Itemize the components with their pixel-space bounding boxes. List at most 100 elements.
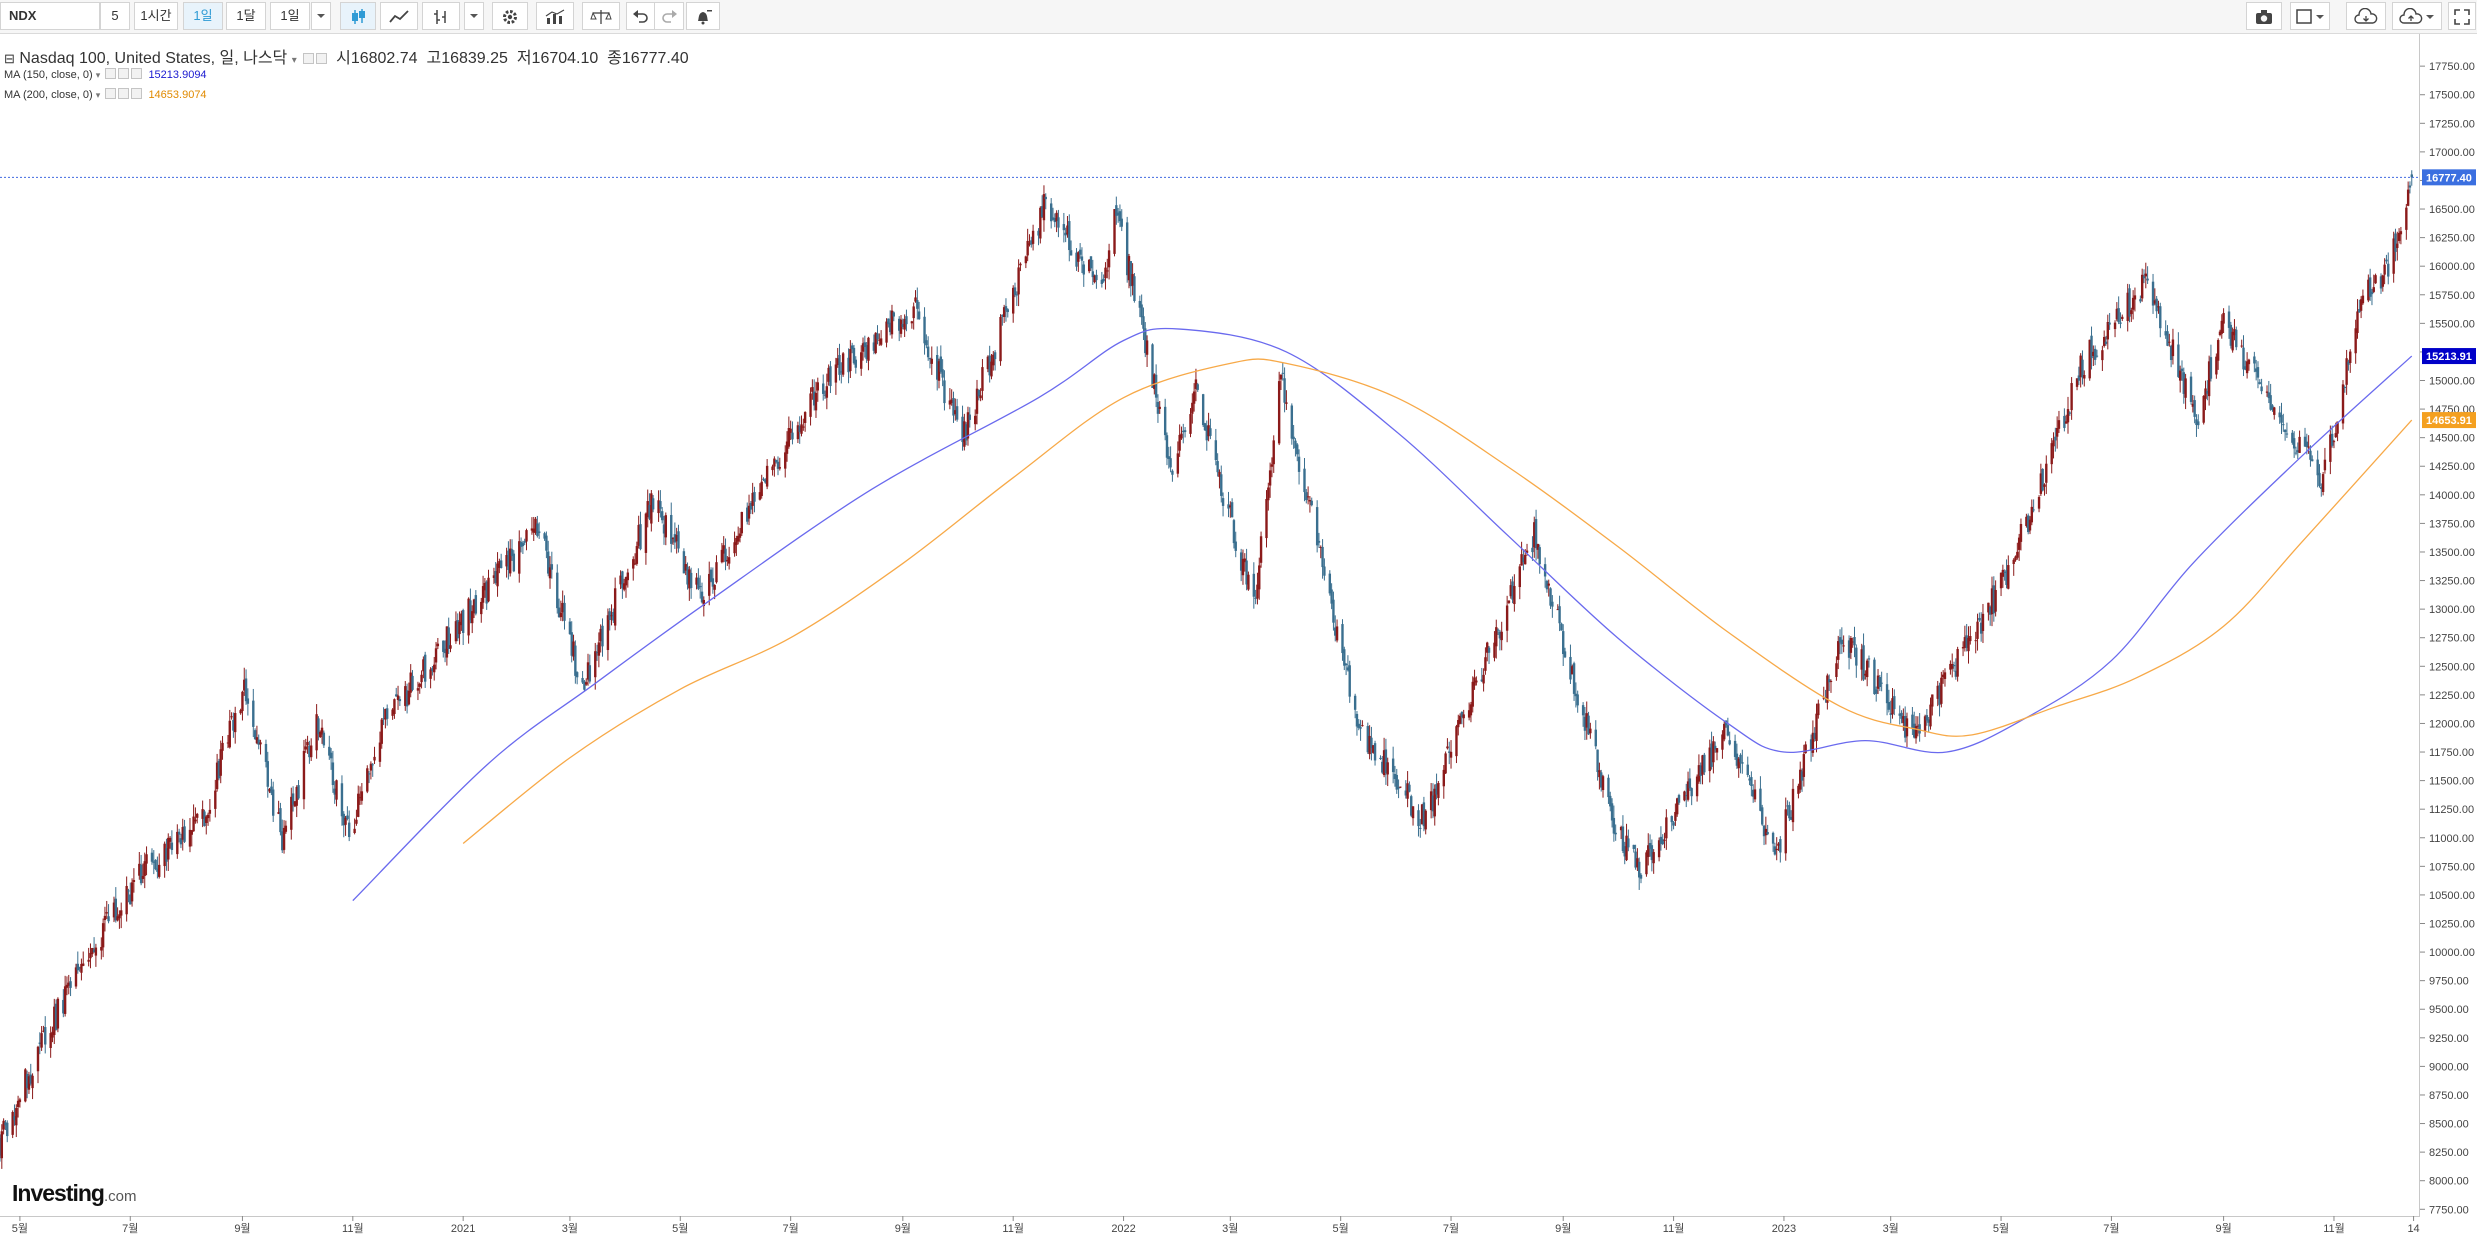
candle-body (322, 732, 326, 746)
candle-body (1205, 425, 1208, 441)
legend-settings-icon[interactable] (303, 53, 315, 64)
legend-dropdown-icon[interactable]: ▾ (291, 55, 297, 66)
candle-body (1424, 810, 1427, 830)
candle-body (483, 582, 487, 591)
alert-button[interactable] (686, 2, 720, 30)
layout-button[interactable] (2290, 2, 2330, 30)
legend-hide-icon[interactable] (316, 53, 328, 64)
y-tick-label: 17000.00 (2429, 147, 2475, 159)
candle-body (1645, 852, 1648, 875)
candle-body (1600, 772, 1603, 788)
interval-1h-button[interactable]: 1시간 (134, 2, 178, 30)
candle-body (1115, 205, 1118, 216)
candle-body (2231, 331, 2234, 351)
candle-body (38, 1042, 42, 1045)
candle-body (1524, 554, 1527, 565)
interval-dropdown-button[interactable] (311, 2, 331, 30)
candle-body (2269, 395, 2272, 410)
candle-body (396, 695, 400, 700)
candle-body (800, 424, 803, 434)
candle-body (964, 424, 968, 441)
ma200-settings-icon[interactable] (105, 88, 117, 99)
candle-body (726, 559, 729, 562)
x-tick-label: 9월 (2215, 1222, 2231, 1235)
candle-body (943, 380, 946, 404)
legend-dropdown-icon[interactable]: ▾ (95, 70, 101, 80)
legend-title[interactable]: Nasdaq 100, United States, 일, 나스닥 (19, 50, 288, 67)
ma150-remove-icon[interactable] (131, 68, 143, 79)
candle-body (141, 875, 145, 879)
candle-body (2057, 420, 2061, 429)
fullscreen-button[interactable] (2448, 2, 2476, 30)
candle-body (619, 575, 622, 585)
candle-body (1652, 852, 1655, 864)
price-axis[interactable]: 7750.00 8000.00 8250.00 8500.00 8750.00 9000.… (2420, 61, 2475, 1216)
candle-body (1509, 585, 1512, 597)
candle-body (1355, 713, 1359, 727)
candle-body (1513, 585, 1516, 605)
candle-body (1169, 458, 1172, 468)
symbol-input[interactable]: NDX (0, 2, 100, 30)
candle-body (2267, 392, 2271, 399)
interval-custom-button[interactable]: 1일 (270, 2, 310, 30)
redo-button[interactable] (654, 2, 684, 30)
candle-body (1536, 543, 1540, 550)
indicators-button[interactable] (536, 2, 574, 30)
ma150-label[interactable]: MA (150, close, 0) (4, 69, 93, 81)
candle-body (53, 1006, 56, 1036)
cloud-load-button[interactable] (2346, 2, 2386, 30)
chart-area[interactable]: 7750.00 8000.00 8250.00 8500.00 8750.00 9000.… (0, 34, 2477, 1236)
candle-body (1621, 826, 1625, 852)
candle-body (158, 864, 161, 877)
interval-1d-button[interactable]: 1일 (183, 2, 223, 30)
candle-body (1095, 274, 1098, 281)
candle-body (353, 828, 356, 833)
interval-1mo-button[interactable]: 1달 (226, 2, 266, 30)
candle-body (1019, 263, 1022, 266)
line-style-button[interactable] (380, 2, 418, 30)
candle-body (1583, 716, 1587, 731)
time-axis[interactable]: 5월 7월 9월 11월 2021 3월 5월 7월 9월 11월 2022 3월 5월 7월 9월 11월 2… (12, 1216, 2420, 1235)
candle-body (599, 628, 602, 642)
candle-body (2336, 421, 2339, 434)
candle-body (1951, 663, 1954, 669)
candle-style-button[interactable] (340, 2, 376, 30)
candle-body (1867, 658, 1871, 660)
candle-body (411, 675, 414, 690)
settings-button[interactable] (492, 2, 528, 30)
candle-body (2330, 433, 2334, 446)
cloud-save-button[interactable] (2392, 2, 2442, 30)
candle-body (492, 575, 496, 578)
candle-body (2106, 322, 2110, 340)
candle-body (2233, 329, 2236, 336)
candle-body (715, 562, 718, 583)
interval-5-button[interactable]: 5 (100, 2, 130, 30)
undo-button[interactable] (626, 2, 656, 30)
compare-button[interactable] (582, 2, 620, 30)
bar-style-button[interactable] (422, 2, 460, 30)
screenshot-button[interactable] (2246, 2, 2282, 30)
ma150-hide-icon[interactable] (118, 68, 130, 79)
collapse-legend-icon[interactable]: ⊟ (4, 51, 15, 66)
candle-body (1323, 566, 1326, 576)
ma200-remove-icon[interactable] (131, 88, 143, 99)
ma150-settings-icon[interactable] (105, 68, 117, 79)
candle-body (2166, 331, 2169, 346)
candle-body (1929, 704, 1932, 727)
ma200-hide-icon[interactable] (118, 88, 130, 99)
legend-dropdown-icon[interactable]: ▾ (95, 90, 101, 100)
candlestick-series[interactable] (0, 170, 2413, 1169)
candle-body (890, 310, 894, 335)
candle-body (1569, 656, 1572, 680)
candle-body (1348, 665, 1351, 697)
candle-body (447, 627, 450, 649)
candle-body (2193, 400, 2196, 417)
chart-legend: ⊟ Nasdaq 100, United States, 일, 나스닥 ▾ 시1… (4, 44, 689, 68)
candle-body (1004, 306, 1008, 311)
candle-body (69, 981, 72, 988)
candle-body (1572, 663, 1576, 694)
candle-body (1623, 846, 1626, 857)
ma200-label[interactable]: MA (200, close, 0) (4, 89, 93, 101)
style-dropdown-button[interactable] (464, 2, 484, 30)
candle-body (1675, 798, 1679, 815)
